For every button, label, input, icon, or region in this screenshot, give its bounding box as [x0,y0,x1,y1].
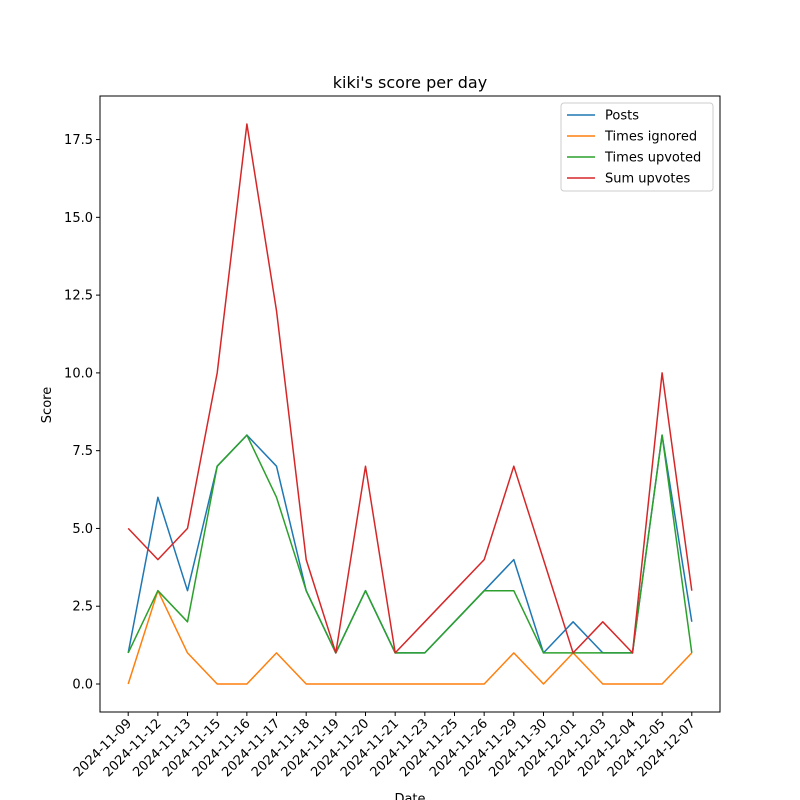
y-tick-label: 17.5 [64,133,93,148]
legend: Posts Times ignored Times upvoted Sum upvot… [560,102,714,192]
legend-label: Times upvoted [604,151,701,166]
series-line-0 [127,434,693,654]
y-axis-label: Score [40,387,55,423]
legend-label: Sum upvotes [605,172,691,187]
y-tick-label: 15.0 [64,211,93,226]
series-line-2 [127,434,693,654]
y-tick-label: 10.0 [64,366,93,381]
legend-box [560,102,714,192]
y-axis-ticks: 0.0 2.5 5.0 7.5 10.0 12.5 15.0 17.5 [64,133,100,693]
y-tick-label: 5.0 [72,522,93,537]
x-axis-ticks: 2024-11-092024-11-122024-11-132024-11-15… [71,712,699,780]
y-tick-label: 0.0 [72,678,93,693]
y-tick-label: 12.5 [64,289,93,304]
chart-title: kiki's score per day [333,73,487,92]
legend-label: Posts [605,109,639,124]
y-tick-label: 7.5 [72,444,93,459]
plot-area [127,123,693,685]
series-line-1 [127,589,693,685]
plot-frame [99,95,721,713]
series-line-3 [127,123,693,654]
legend-label: Times ignored [604,130,697,145]
y-tick-label: 2.5 [72,600,93,615]
x-axis-label: Date [394,792,425,800]
